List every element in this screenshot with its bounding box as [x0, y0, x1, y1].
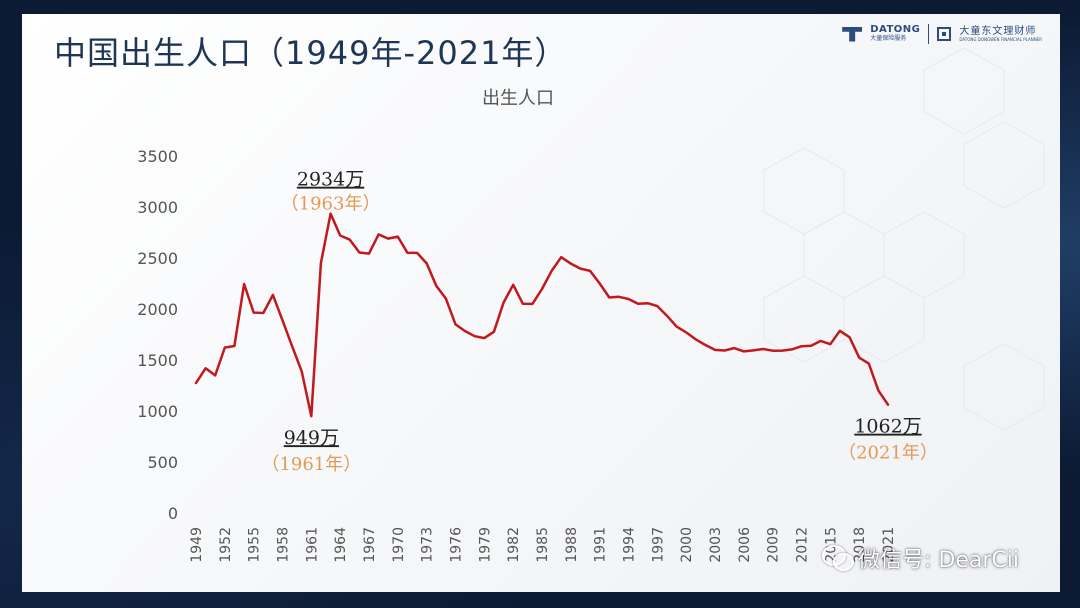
watermark-text: 微信号: DearCii [858, 548, 1019, 573]
x-tick-label: 1961 [304, 527, 320, 563]
x-tick-label: 1952 [218, 527, 234, 563]
x-tick-label: 1970 [391, 527, 407, 563]
hexagon-decoration [763, 47, 1045, 431]
annotation-year: （1963年） [281, 194, 381, 215]
logo-divider [928, 24, 930, 44]
y-tick-label: 2500 [137, 249, 178, 268]
y-tick-label: 3500 [137, 147, 178, 166]
wechat-watermark: 微信号: DearCii [822, 542, 1019, 574]
x-tick-label: 1994 [622, 527, 638, 563]
annotation-value: 949万 [284, 427, 339, 449]
x-tick-label: 1958 [276, 527, 292, 563]
annotation-year: （2021年） [838, 443, 938, 464]
x-tick-label: 1997 [650, 527, 666, 563]
y-tick-label: 0 [168, 504, 178, 523]
brand2-subtitle: DATONG DONGWEN FINANCIAL PLANNER [959, 36, 1042, 42]
brand-name: DATONG [870, 24, 921, 35]
x-tick-label: 1967 [362, 527, 378, 563]
brand2-name: 大童东文理财师 [959, 25, 1037, 37]
x-tick-label: 2009 [766, 527, 782, 563]
annotation-value: 1062万 [854, 416, 921, 438]
x-tick-label: 2003 [708, 527, 724, 563]
chart-title: 出生人口 [482, 88, 554, 109]
x-tick-label: 1964 [333, 527, 349, 563]
brand-text: DATONG 大童保险服务 [870, 25, 920, 43]
annotation-year: （1961年） [261, 454, 361, 475]
x-tick-label: 1988 [564, 527, 580, 563]
y-tick-label: 500 [147, 453, 178, 472]
x-tick-label: 1973 [420, 527, 436, 563]
wechat-icon [822, 545, 854, 571]
brand2-text: 大童东文理财师 DATONG DONGWEN FINANCIAL PLANNER [959, 26, 1042, 43]
planner-logo-icon [937, 27, 952, 41]
annotation-value: 2934万 [297, 169, 364, 191]
series-line [194, 212, 890, 418]
y-tick-label: 3000 [137, 198, 178, 217]
x-tick-label: 1949 [189, 527, 205, 563]
x-tick-label: 1955 [247, 527, 263, 563]
y-tick-label: 1500 [137, 351, 178, 370]
page-title: 中国出生人口（1949年-2021年） [54, 34, 568, 72]
x-tick-label: 1982 [506, 527, 522, 563]
x-tick-label: 1976 [449, 527, 465, 563]
x-tick-label: 1979 [477, 527, 493, 563]
y-tick-label: 1000 [137, 402, 178, 421]
x-tick-label: 2000 [679, 527, 695, 563]
x-tick-label: 1991 [593, 527, 609, 563]
x-tick-label: 2006 [737, 527, 753, 563]
x-tick-label: 2012 [795, 527, 811, 563]
x-tick-label: 2021 [881, 527, 897, 563]
brand-logo: DATONG 大童保险服务 大童东文理财师 DATONG DONGWEN FIN… [842, 22, 1042, 46]
line-chart: 出生人口 0 500 1000 1500 2000 2500 3000 3500 1949 1952… [137, 88, 938, 563]
x-tick-label: 1985 [535, 527, 551, 563]
brand-subtitle: 大童保险服务 [870, 35, 907, 42]
x-tick-label: 2018 [852, 527, 868, 563]
slide: 中国出生人口（1949年-2021年） DATONG 大童保险服务 大童东文理财… [22, 14, 1060, 592]
y-tick-label: 2000 [137, 300, 178, 319]
